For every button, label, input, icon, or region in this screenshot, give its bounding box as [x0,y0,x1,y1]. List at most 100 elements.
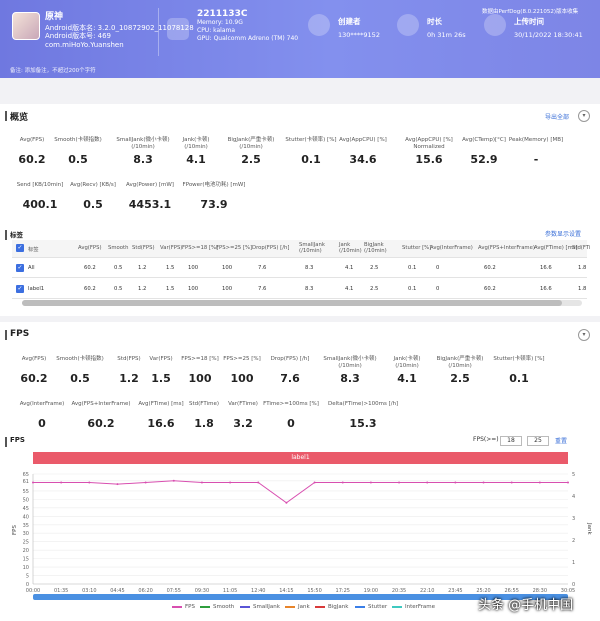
device-cpu: CPU: kalama [197,27,236,34]
metric-value: 0.5 [70,372,90,385]
metric-label: BigJank(严重卡顿) (/10min) [227,137,275,150]
duration-label: 时长 [427,17,442,26]
fps-point [313,481,316,484]
metric-value: 1.2 [119,372,139,385]
segment-label-bar[interactable]: label1 [33,452,568,464]
y-tick-label: 0 [26,582,29,588]
metric-label: Avg(AppCPU) [%] [339,137,387,143]
metric-label: Var(FPS) [149,356,173,362]
table-header-cell[interactable]: Avg(FPS) [78,245,102,251]
display-settings-link[interactable]: 参数显示设置 [545,231,582,238]
legend-jank[interactable]: Jank [285,604,310,610]
metric-value: 8.3 [133,153,153,166]
metric-value: 0.1 [509,372,529,385]
fps-point [200,481,203,484]
table-header-cell[interactable]: FPS>=18 [%] [182,245,219,251]
metric-value: 1.5 [151,372,171,385]
metric-value: 15.3 [349,417,377,430]
table-cell: label1 [28,286,45,292]
table-cell: 7.6 [258,265,267,271]
metric-label: Avg(Recv) [KB/s] [70,182,116,188]
fps-point [144,481,147,484]
metric-label: Drop(FPS) [/h] [270,356,310,362]
export-all-link[interactable]: 导出全部 [545,114,570,121]
table-header-cell[interactable]: 标签 [28,247,39,253]
table-header-cell[interactable]: Drop(FPS) [/h] [252,245,290,251]
table-header-cell[interactable]: Avg(InterFrame) [430,245,473,251]
fps-threshold-input-1[interactable]: 18 [500,436,522,446]
metric-label: Smooth(卡顿指数) [54,137,102,143]
x-tick-label: 07:55 [167,588,181,594]
fps-threshold-input-2[interactable]: 25 [527,436,549,446]
fps-collapse-icon[interactable]: ▾ [578,329,590,341]
table-cell: 100 [188,286,199,292]
table-cell: 60.2 [484,265,496,271]
x-tick-label: 01:35 [54,588,68,594]
metric-label: Jank(卡顿) (/10min) [182,137,210,150]
watermark: 头条 @手机中国 [478,598,574,613]
table-header-cell[interactable]: BigJank (/10min) [364,242,387,254]
x-tick-label: 23:45 [448,588,462,594]
metric-label: FTime>=100ms [%] [263,401,319,407]
metric-value: - [533,153,539,166]
reset-button[interactable]: 重置 [555,438,568,445]
x-tick-label: 12:40 [251,588,265,594]
y-tick-label: 61 [23,479,29,485]
notes-field[interactable]: 备注: 添加备注，不超过200个字符 [10,68,96,74]
metric-label: FPower(电池功耗) [mW] [182,182,246,188]
fps-point [341,481,344,484]
y2-tick-label: 1 [572,560,575,566]
legend-smooth[interactable]: Smooth [200,604,234,610]
table-row[interactable]: ✓ All 60.2 0.5 1.2 1.5 100 100 7.6 8.3 4.1 2.5 0.1 0 6… [12,260,587,278]
scrollbar-thumb[interactable] [22,300,562,306]
metric-value: 0.1 [301,153,321,166]
y-tick-label: 30 [23,531,29,537]
table-cell: 60.2 [84,265,96,271]
table-header-cell[interactable]: SmallJank (/10min) [299,242,325,254]
metric-ov-row2-0: Send [KB/10min] 400.1 [5,182,75,211]
metric-fps-row2-1: Avg(FPS+InterFrame) 60.2 [66,401,136,430]
legend-stutter[interactable]: Stutter [355,604,387,610]
fps-panel [0,322,600,621]
legend-fps[interactable]: FPS [172,604,195,610]
metric-value: 2.5 [450,372,470,385]
clock-icon [397,14,419,36]
metric-value: 60.2 [20,372,48,385]
table-header-cell[interactable]: Avg(FPS+InterFrame) [478,245,535,251]
metric-label: Avg(CTemp)[°C] [462,137,506,143]
metric-label: SmallJank(微小卡顿) (/10min) [116,137,170,150]
table-header-cell[interactable]: FPS>=25 [%] [216,245,253,251]
labels-title: 标签 [5,230,23,240]
select-all-checkbox[interactable]: ✓ [16,244,24,252]
table-header-cell[interactable]: Jank (/10min) [339,242,362,254]
y-tick-label: 45 [23,506,29,512]
metric-label: Avg(InterFrame) [19,401,65,407]
table-header-cell[interactable]: Std(FTi [572,245,591,251]
table-cell: 16.6 [540,265,552,271]
table-scrollbar[interactable] [22,300,582,306]
legend-bigjank[interactable]: BigJank [315,604,348,610]
table-cell: 100 [222,265,233,271]
table-header-cell[interactable]: Smooth [108,245,129,251]
table-header-cell[interactable]: Stutter [%] [402,245,432,251]
legend-smalljank[interactable]: SmallJank [240,604,280,610]
creator-value: 130****9152 [338,31,380,39]
table-row[interactable]: ✓ label1 60.2 0.5 1.2 1.5 100 100 7.6 8.3 4.1 2.5 0.… [12,281,587,299]
legend-interframe[interactable]: InterFrame [392,604,435,610]
metric-label: FPS>=25 [%] [223,356,261,362]
table-header-cell[interactable]: Std(FPS) [132,245,155,251]
row-checkbox[interactable]: ✓ [16,264,24,272]
collapse-icon[interactable]: ▾ [578,110,590,122]
metric-label: Avg(FPS+InterFrame) [71,401,131,407]
fps-point [454,481,457,484]
table-header-cell[interactable]: Var(FPS) [160,245,183,251]
fps-point [482,481,485,484]
table-header-cell[interactable]: Avg(FTime) [ms] [534,245,578,251]
upload-value: 30/11/2022 18:30:41 [514,31,583,39]
table-cell: 100 [222,286,233,292]
row-checkbox[interactable]: ✓ [16,285,24,293]
table-cell: 1.2 [138,265,147,271]
app-info: 原神 Android版本名: 3.2.0_10872902_11078128 A… [45,13,194,49]
metric-ov-row1-6: Avg(AppCPU) [%] 34.6 [328,137,398,166]
